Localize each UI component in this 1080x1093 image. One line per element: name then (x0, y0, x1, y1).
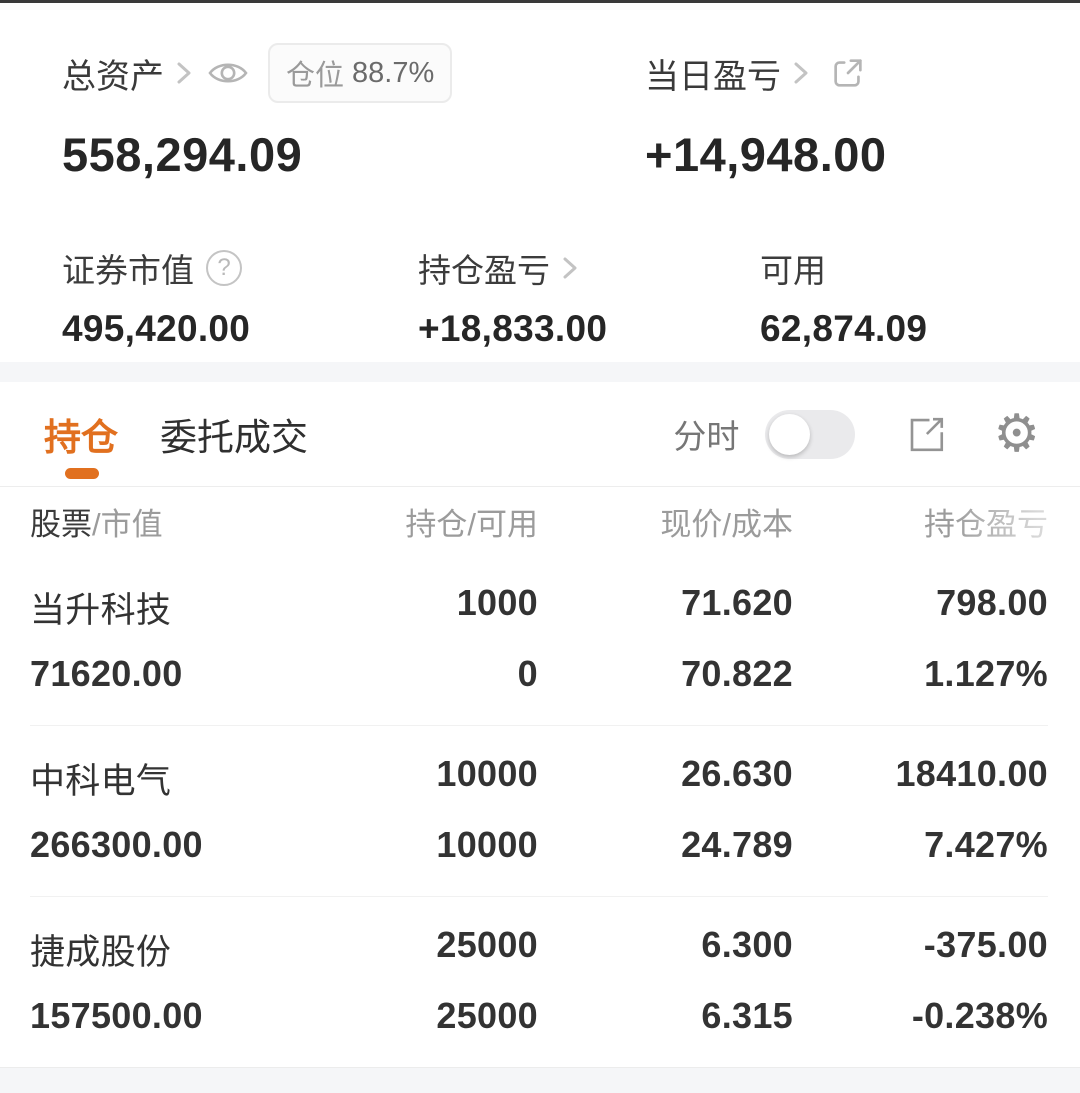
stock-name: 当升科技 (30, 591, 172, 630)
current-price: 6.300 (701, 924, 793, 965)
positions-tabbar: 持仓 委托成交 分时 ⚙ (0, 382, 1080, 487)
cost-price: 70.822 (681, 653, 793, 694)
position-pnl: 18410.00 (895, 753, 1048, 794)
tab-positions[interactable]: 持仓 (44, 417, 118, 458)
position-pnl-pct: -0.238% (911, 995, 1048, 1036)
external-link-icon[interactable] (829, 54, 867, 92)
header-position-pnl[interactable]: 持仓盈亏 (793, 499, 1048, 544)
position-qty: 1000 (456, 582, 538, 623)
position-pnl-value: +18,833.00 (418, 308, 608, 349)
market-value: 157500.00 (30, 995, 203, 1036)
account-summary-card: 总资产 仓位 88.7% 当日盈亏 (0, 3, 1080, 362)
cost-price: 24.789 (681, 824, 793, 865)
position-qty: 25000 (436, 924, 538, 965)
stock-name: 中科电气 (30, 762, 172, 801)
market-value: 71620.00 (30, 653, 183, 694)
position-pnl: -375.00 (923, 924, 1048, 965)
stock-name: 捷成股份 (30, 933, 172, 972)
available-qty: 25000 (436, 995, 538, 1036)
holding-row[interactable]: 当升科技 1000 71.620 798.00 71620.00 0 70.82… (30, 555, 1048, 725)
current-price: 71.620 (681, 582, 793, 623)
toggle-knob (769, 413, 811, 455)
intraday-toggle-label: 分时 (673, 418, 740, 455)
open-external-icon[interactable] (905, 413, 947, 455)
table-header-row: 股票/市值 持仓/可用 现价/成本 持仓盈亏 (30, 487, 1048, 555)
daily-pnl-label[interactable]: 当日盈亏 (645, 57, 781, 96)
chevron-right-icon (793, 59, 809, 87)
header-position-available[interactable]: 持仓/可用 (405, 506, 538, 542)
active-tab-underline (65, 468, 99, 479)
total-assets-label[interactable]: 总资产 (62, 57, 164, 96)
position-badge-label: 仓位 (286, 60, 345, 92)
position-pnl-pct: 7.427% (924, 824, 1048, 865)
market-value-value: 495,420.00 (62, 308, 251, 349)
position-qty: 10000 (436, 753, 538, 794)
position-badge-value: 88.7% (352, 56, 435, 89)
screen-top-edge (0, 0, 1080, 3)
holding-row[interactable]: 捷成股份 25000 6.300 -375.00 157500.00 25000… (30, 896, 1048, 1067)
tab-orders[interactable]: 委托成交 (160, 417, 308, 458)
market-value: 266300.00 (30, 824, 203, 865)
available-qty: 0 (517, 653, 538, 694)
eye-icon[interactable] (206, 58, 250, 88)
market-value-label: 证券市值 (62, 252, 194, 289)
total-assets-value: 558,294.09 (62, 128, 303, 181)
chevron-right-icon (176, 59, 192, 87)
position-pnl-label[interactable]: 持仓盈亏 (418, 252, 550, 289)
section-divider-band (0, 1067, 1080, 1093)
available-label: 可用 (760, 252, 826, 289)
position-pnl-pct: 1.127% (924, 653, 1048, 694)
intraday-toggle[interactable] (765, 409, 856, 459)
header-stock-marketvalue[interactable]: 股票/市值 (30, 506, 163, 542)
holdings-table: 股票/市值 持仓/可用 现价/成本 持仓盈亏 当升科技 1000 71.620 … (0, 487, 1080, 1067)
daily-pnl-value: +14,948.00 (645, 128, 887, 181)
available-value: 62,874.09 (760, 308, 928, 349)
holding-row[interactable]: 中科电气 10000 26.630 18410.00 266300.00 100… (30, 725, 1048, 896)
section-divider-band (0, 362, 1080, 382)
current-price: 26.630 (681, 753, 793, 794)
settings-gear-icon[interactable]: ⚙ (993, 404, 1040, 464)
chevron-right-icon (562, 254, 578, 282)
available-qty: 10000 (436, 824, 538, 865)
help-question-icon[interactable]: ? (206, 250, 242, 286)
position-pnl: 798.00 (936, 582, 1048, 623)
cost-price: 6.315 (701, 995, 793, 1036)
header-price-cost[interactable]: 现价/成本 (660, 506, 793, 542)
position-ratio-badge[interactable]: 仓位 88.7% (268, 43, 453, 103)
